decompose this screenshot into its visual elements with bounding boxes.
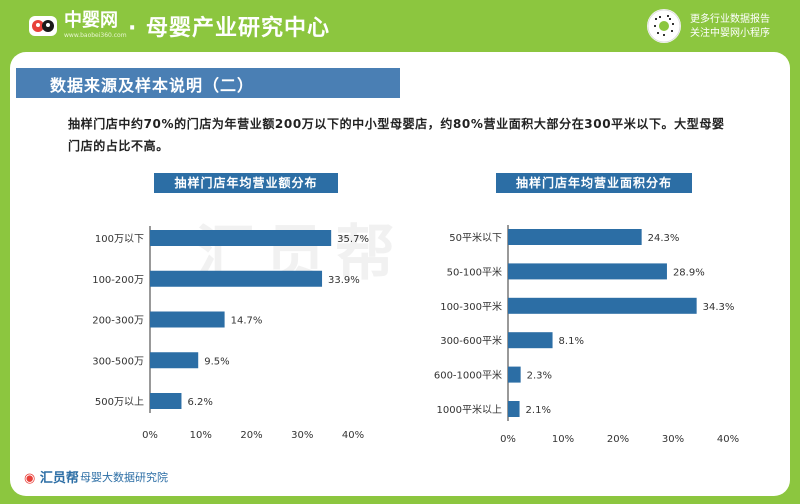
- baby-logo-icon: [29, 16, 57, 36]
- bar: [508, 366, 521, 383]
- bar: [508, 263, 667, 280]
- tick-label: 20%: [240, 430, 262, 441]
- bar: [508, 401, 520, 417]
- qr-code-icon[interactable]: [647, 9, 681, 43]
- value-label: 9.5%: [204, 356, 229, 367]
- tick-label: 30%: [291, 430, 313, 441]
- category-label: 1000平米以上: [437, 403, 502, 416]
- tick-label: 20%: [607, 434, 629, 445]
- category-label: 500万以上: [95, 396, 144, 408]
- qr-caption: 更多行业数据报告 关注中婴网小程序: [690, 13, 770, 41]
- category-label: 50-100平米: [447, 265, 502, 278]
- value-label: 2.3%: [527, 371, 552, 382]
- tick-label: 30%: [662, 434, 684, 445]
- intro-paragraph: 抽样门店中约70%的门店为年营业额200万以下的中小型母婴店，约80%营业面积大…: [68, 117, 725, 153]
- category-label: 300-600平米: [440, 334, 502, 347]
- category-label: 100万以下: [95, 234, 144, 245]
- category-label: 300-500万: [92, 356, 144, 367]
- tick-label: 10%: [552, 434, 574, 445]
- chart-title-revenue: 抽样门店年均营业额分布: [154, 173, 338, 193]
- footer-brand: ◉ 汇员帮: [24, 467, 79, 486]
- value-label: 14.7%: [231, 316, 263, 327]
- logo-text: 中婴网: [64, 10, 118, 31]
- value-label: 33.9%: [328, 275, 360, 286]
- footer-brand-text: 汇员帮: [39, 471, 79, 486]
- value-label: 2.1%: [526, 405, 551, 416]
- category-label: 200-300万: [92, 316, 144, 327]
- section-title: 数据来源及样本说明（二）: [50, 76, 255, 95]
- category-label: 100-300平米: [440, 300, 502, 313]
- bar: [508, 332, 553, 349]
- value-label: 35.7%: [337, 234, 369, 245]
- tick-label: 10%: [190, 430, 212, 441]
- logo-url: www.baobei360.com: [64, 32, 127, 39]
- bar: [508, 297, 697, 314]
- tick-label: 40%: [342, 430, 364, 441]
- bar: [508, 229, 642, 245]
- value-label: 28.9%: [673, 267, 705, 278]
- value-label: 8.1%: [559, 336, 584, 347]
- bar: [150, 352, 199, 369]
- category-label: 100-200万: [92, 275, 144, 286]
- chart-title-area: 抽样门店年均营业面积分布: [496, 173, 692, 193]
- section-banner: [16, 68, 400, 98]
- tick-label: 0%: [500, 434, 516, 445]
- bar: [150, 311, 225, 328]
- category-label: 600-1000平米: [434, 369, 502, 382]
- brand-logo: 中婴网 www.baobei360.com: [28, 10, 127, 42]
- bar: [150, 393, 182, 409]
- bar: [150, 270, 323, 287]
- category-label: 50平米以下: [449, 231, 502, 244]
- top-bar: 中婴网 www.baobei360.com · 母婴产业研究中心 更多行业数据报…: [0, 0, 800, 50]
- footer-subtitle: 母婴大数据研究院: [80, 471, 168, 484]
- bar: [150, 230, 332, 246]
- qr-line-2: 关注中婴网小程序: [690, 28, 770, 39]
- value-label: 6.2%: [187, 397, 212, 408]
- qr-line-1: 更多行业数据报告: [690, 14, 770, 25]
- tick-label: 40%: [717, 434, 739, 445]
- value-label: 34.3%: [703, 302, 735, 313]
- value-label: 24.3%: [648, 233, 680, 244]
- header-title: · 母婴产业研究中心: [128, 16, 331, 41]
- footer-logo-icon: ◉: [24, 471, 36, 486]
- tick-label: 0%: [142, 430, 158, 441]
